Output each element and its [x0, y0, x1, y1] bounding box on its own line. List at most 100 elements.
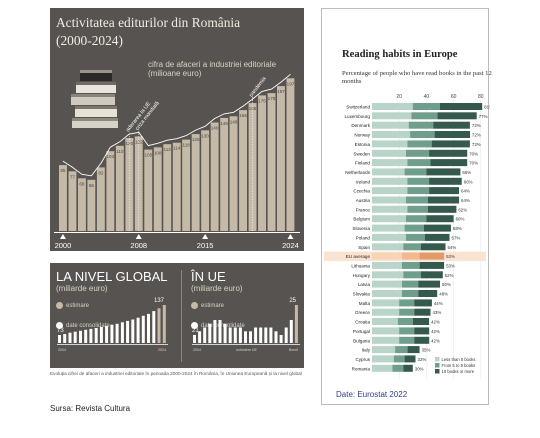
bar-segment: [372, 261, 402, 269]
trend-line: [62, 73, 291, 177]
legend-swatch: [435, 363, 440, 368]
eu-bar-13: [259, 327, 263, 343]
bar-2001: [68, 171, 77, 231]
bar-segment: [372, 233, 406, 241]
bar-segment: [372, 290, 402, 297]
eu-bar-10: [244, 331, 247, 344]
eu-title: ÎN UE: [191, 269, 226, 284]
value-label: 58%: [453, 226, 462, 231]
global-bar-13: [126, 320, 130, 343]
global-bar-10: [110, 324, 114, 343]
value-label: 44%: [434, 301, 443, 306]
bar-segment: [418, 290, 438, 297]
country-label: Czechia: [353, 189, 370, 194]
bar-segment: [419, 261, 445, 269]
bar-2000: [59, 165, 67, 231]
global-bar-17: [147, 313, 150, 343]
bar-segment: [372, 205, 408, 213]
romania-publishing-panel: Activitatea editurilor din România (2000…: [50, 8, 304, 251]
bar-segment: [406, 215, 427, 223]
bar-segment: [401, 290, 419, 297]
bar-segment: [404, 224, 424, 232]
bar-segment: [412, 103, 440, 110]
global-bar-4: [79, 330, 82, 343]
value-label: 43%: [432, 310, 441, 315]
bar-segment: [429, 187, 459, 195]
eu-bar-2: [203, 327, 207, 343]
bar-segment: [393, 355, 405, 363]
bar-2012: [172, 142, 181, 231]
main-chart-title: Activitatea editurilor din România (2000…: [56, 14, 296, 50]
bar-segment: [414, 308, 431, 316]
global-bar-3: [73, 331, 77, 343]
global-bar-15: [136, 317, 140, 343]
eu-legend-estimated: estimare: [191, 297, 245, 315]
bar-segment: [406, 196, 428, 204]
value-label-2014: 125: [192, 137, 200, 142]
value-label: 72%: [472, 133, 481, 138]
books-stack-icon: [71, 70, 118, 128]
value-label-2001: 77: [70, 174, 76, 179]
eu-bar-6: [223, 323, 227, 344]
value-label: 42%: [431, 320, 440, 325]
bar-segment: [407, 346, 420, 354]
eu-bar-3: [208, 323, 212, 344]
value-label: 48%: [439, 292, 448, 297]
bar-segment: [372, 364, 393, 372]
romania-bar-chart: 8577686682103110120122105108112114118125…: [54, 73, 300, 250]
bar-2016: [210, 122, 219, 231]
bar-2022: [267, 93, 276, 231]
bar-segment: [372, 299, 400, 307]
global-bar-19: [157, 308, 161, 343]
bar-segment: [431, 140, 470, 148]
source-note: Sursa: Revista Cultura: [50, 404, 131, 413]
bar-2015: [201, 130, 210, 232]
value-label: 62%: [458, 207, 467, 212]
main-chart-caption: cifra de afaceri a industriei editoriale…: [148, 60, 276, 78]
bar-segment: [372, 318, 398, 325]
bar-segment: [372, 308, 400, 316]
value-label-2023: 187: [277, 89, 285, 94]
value-label: 53%: [446, 263, 455, 268]
country-label: Finland: [355, 161, 371, 166]
chart-footnote: Evoluția cifrei de afaceri a industriei …: [50, 371, 302, 376]
value-label-2019: 156: [239, 113, 247, 118]
country-label: Cyprus: [355, 357, 370, 362]
global-legend-estimated-label: estimare: [66, 302, 90, 309]
bar-segment: [372, 159, 408, 167]
caption-line1: cifra de afaceri a industriei editoriale: [148, 60, 277, 69]
bar-segment: [372, 140, 408, 148]
legend-dot-icon: [191, 302, 198, 310]
eu-bar-9: [238, 327, 242, 343]
bar-segment: [407, 159, 431, 167]
global-legend-consolidated-label: date consolidate: [66, 322, 110, 329]
bar-segment: [372, 168, 405, 176]
eu-bar-17: [279, 335, 283, 343]
global-legend-estimated: estimare: [56, 297, 168, 315]
country-label: Lithuania: [351, 263, 370, 268]
eu-bar-14: [264, 327, 268, 343]
bar-segment: [423, 224, 451, 232]
reading-habits-panel: Reading habits in Europe Percentage of p…: [321, 8, 492, 405]
bar-2017: [220, 117, 229, 231]
tick-marker-2000: [59, 234, 66, 239]
bar-segment: [434, 131, 470, 138]
value-label-2007: 120: [125, 141, 133, 146]
global-bar-18: [152, 311, 156, 343]
value-label: 52%: [445, 273, 454, 278]
bar-segment: [372, 252, 402, 260]
bar-segment: [414, 336, 430, 344]
global-title: LA NIVEL GLOBAL: [56, 269, 168, 284]
bar-segment: [395, 346, 408, 354]
bar-segment: [399, 299, 415, 307]
bar-segment: [437, 112, 477, 120]
value-label: 81%: [484, 105, 490, 110]
global-bar-9: [105, 326, 109, 343]
country-label: Estonia: [355, 142, 371, 147]
bar-2004: [96, 167, 105, 231]
value-label-2018: 148: [230, 119, 238, 124]
tick-label-2024: 2024: [282, 241, 299, 250]
country-label: Luxembourg: [344, 114, 370, 119]
eu-section: ÎN UE (miliarde euro) estimare date cons…: [191, 270, 245, 335]
eu-bar-18: [284, 327, 288, 343]
